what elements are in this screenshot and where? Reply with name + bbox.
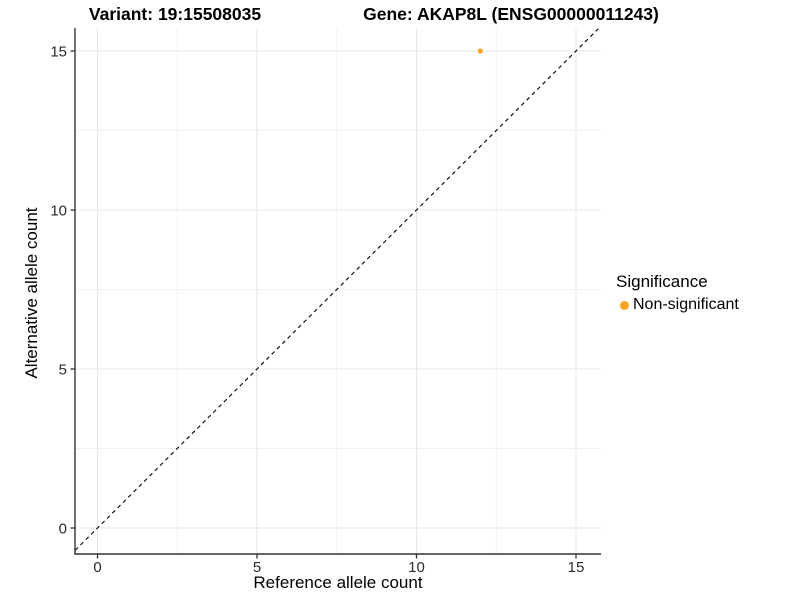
legend-item: Non-significant <box>616 296 739 314</box>
y-tick-label: 15 <box>50 44 67 61</box>
y-tick-label: 10 <box>50 203 67 220</box>
plot-title-gene: Gene: AKAP8L (ENSG00000011243) <box>363 4 659 24</box>
legend-title: Significance <box>616 272 708 291</box>
y-tick-label: 0 <box>59 521 67 538</box>
x-tick-label: 10 <box>408 559 425 576</box>
legend-key <box>616 297 633 314</box>
dot-icon <box>620 300 629 310</box>
legend: Significance Non-significant <box>616 272 739 314</box>
x-tick-label: 5 <box>253 559 261 576</box>
x-axis-title: Reference allele count <box>253 573 423 592</box>
y-tick-label: 5 <box>59 362 67 379</box>
y-axis-title: Alternative allele count <box>22 207 41 379</box>
legend-item-label: Non-significant <box>633 296 739 313</box>
x-tick-label: 0 <box>93 559 101 576</box>
plot-title-variant: Variant: 19:15508035 <box>88 4 262 24</box>
x-tick-label: 15 <box>568 559 585 576</box>
data-point <box>477 48 483 54</box>
identity-dashed-line <box>74 28 599 551</box>
